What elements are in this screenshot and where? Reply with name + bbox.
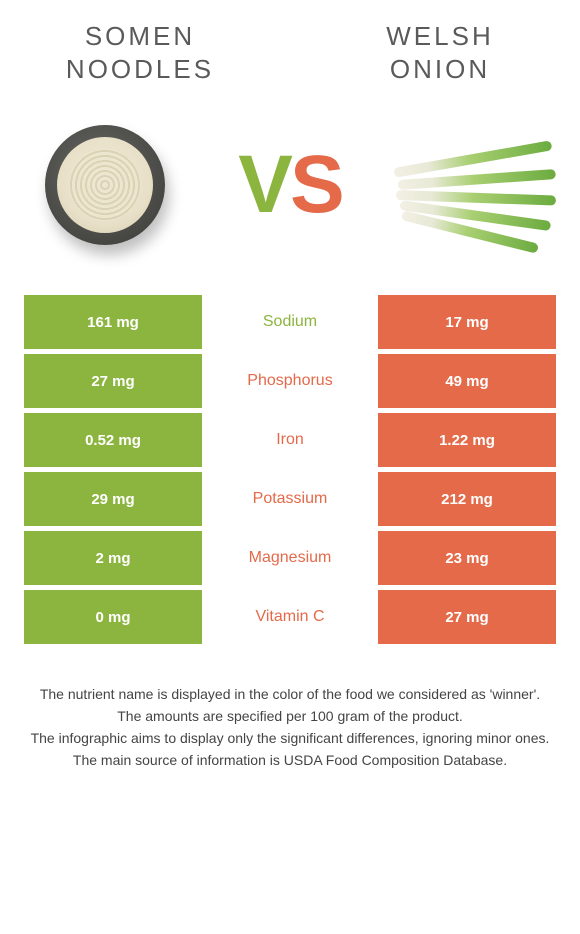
header: Somen noodles Welsh onion bbox=[0, 0, 580, 85]
nutrient-label: Iron bbox=[202, 413, 378, 467]
right-food-title: Welsh onion bbox=[340, 20, 540, 85]
footer-line: The nutrient name is displayed in the co… bbox=[18, 684, 562, 705]
footer-line: The amounts are specified per 100 gram o… bbox=[18, 706, 562, 727]
left-food-title: Somen noodles bbox=[40, 20, 240, 85]
welsh-onion-icon bbox=[390, 140, 560, 230]
left-value: 0 mg bbox=[24, 590, 202, 644]
left-value: 29 mg bbox=[24, 472, 202, 526]
nutrient-label: Magnesium bbox=[202, 531, 378, 585]
table-row: 2 mgMagnesium23 mg bbox=[24, 531, 556, 585]
nutrient-label: Potassium bbox=[202, 472, 378, 526]
table-row: 29 mgPotassium212 mg bbox=[24, 472, 556, 526]
right-value: 1.22 mg bbox=[378, 413, 556, 467]
left-food-image bbox=[20, 115, 190, 255]
nutrient-table: 161 mgSodium17 mg27 mgPhosphorus49 mg0.5… bbox=[24, 295, 556, 644]
right-value: 27 mg bbox=[378, 590, 556, 644]
left-value: 2 mg bbox=[24, 531, 202, 585]
table-row: 0 mgVitamin C27 mg bbox=[24, 590, 556, 644]
footer-notes: The nutrient name is displayed in the co… bbox=[18, 684, 562, 771]
vs-s: S bbox=[290, 138, 342, 232]
table-row: 161 mgSodium17 mg bbox=[24, 295, 556, 349]
left-value: 27 mg bbox=[24, 354, 202, 408]
left-value: 161 mg bbox=[24, 295, 202, 349]
footer-line: The main source of information is USDA F… bbox=[18, 750, 562, 771]
nutrient-label: Sodium bbox=[202, 295, 378, 349]
table-row: 0.52 mgIron1.22 mg bbox=[24, 413, 556, 467]
vs-row: VS bbox=[0, 85, 580, 295]
footer-line: The infographic aims to display only the… bbox=[18, 728, 562, 749]
table-row: 27 mgPhosphorus49 mg bbox=[24, 354, 556, 408]
right-food-image bbox=[390, 115, 560, 255]
right-value: 17 mg bbox=[378, 295, 556, 349]
nutrient-label: Phosphorus bbox=[202, 354, 378, 408]
vs-label: VS bbox=[238, 138, 341, 232]
vs-v: V bbox=[238, 138, 290, 232]
right-value: 212 mg bbox=[378, 472, 556, 526]
right-value: 23 mg bbox=[378, 531, 556, 585]
nutrient-label: Vitamin C bbox=[202, 590, 378, 644]
noodle-bowl-icon bbox=[45, 125, 165, 245]
right-value: 49 mg bbox=[378, 354, 556, 408]
left-value: 0.52 mg bbox=[24, 413, 202, 467]
